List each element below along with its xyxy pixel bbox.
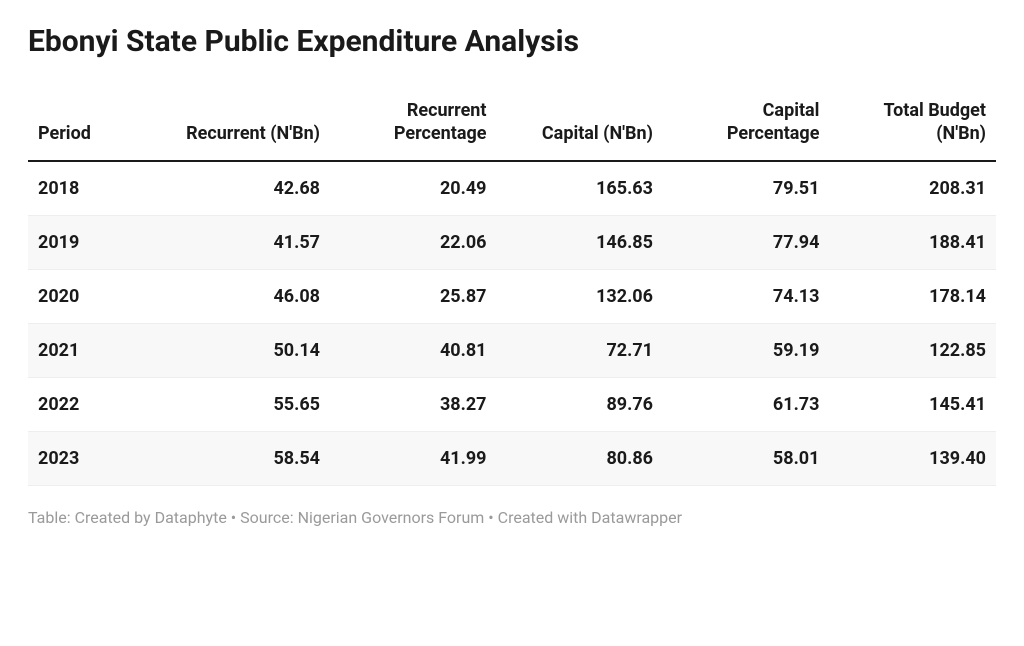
table-row: 2020 46.08 25.87 132.06 74.13 178.14 — [28, 269, 996, 323]
col-header-recurrent: Recurrent (N'Bn) — [164, 87, 330, 161]
cell-period: 2019 — [28, 215, 164, 269]
cell-period: 2018 — [28, 161, 164, 216]
cell-total: 122.85 — [829, 323, 996, 377]
cell-capital-pct: 58.01 — [663, 431, 829, 485]
cell-capital: 132.06 — [496, 269, 662, 323]
cell-period: 2022 — [28, 377, 164, 431]
table-row: 2018 42.68 20.49 165.63 79.51 208.31 — [28, 161, 996, 216]
table-row: 2021 50.14 40.81 72.71 59.19 122.85 — [28, 323, 996, 377]
cell-recurrent: 41.57 — [164, 215, 330, 269]
col-header-capital-pct: Capital Percentage — [663, 87, 829, 161]
col-header-capital: Capital (N'Bn) — [496, 87, 662, 161]
cell-total: 178.14 — [829, 269, 996, 323]
page-title: Ebonyi State Public Expenditure Analysis — [28, 24, 996, 59]
cell-capital-pct: 74.13 — [663, 269, 829, 323]
cell-capital-pct: 77.94 — [663, 215, 829, 269]
cell-capital: 72.71 — [496, 323, 662, 377]
cell-recurrent: 50.14 — [164, 323, 330, 377]
cell-period: 2020 — [28, 269, 164, 323]
cell-total: 208.31 — [829, 161, 996, 216]
cell-total: 145.41 — [829, 377, 996, 431]
cell-recurrent-pct: 41.99 — [330, 431, 496, 485]
cell-capital: 165.63 — [496, 161, 662, 216]
cell-recurrent-pct: 25.87 — [330, 269, 496, 323]
cell-recurrent-pct: 40.81 — [330, 323, 496, 377]
cell-capital-pct: 59.19 — [663, 323, 829, 377]
cell-capital: 89.76 — [496, 377, 662, 431]
cell-capital-pct: 79.51 — [663, 161, 829, 216]
cell-total: 139.40 — [829, 431, 996, 485]
cell-recurrent-pct: 20.49 — [330, 161, 496, 216]
cell-recurrent: 58.54 — [164, 431, 330, 485]
table-row: 2022 55.65 38.27 89.76 61.73 145.41 — [28, 377, 996, 431]
cell-recurrent: 55.65 — [164, 377, 330, 431]
cell-capital: 80.86 — [496, 431, 662, 485]
cell-capital: 146.85 — [496, 215, 662, 269]
cell-recurrent-pct: 38.27 — [330, 377, 496, 431]
col-header-total: Total Budget (N'Bn) — [829, 87, 996, 161]
cell-period: 2021 — [28, 323, 164, 377]
cell-recurrent: 42.68 — [164, 161, 330, 216]
cell-total: 188.41 — [829, 215, 996, 269]
cell-capital-pct: 61.73 — [663, 377, 829, 431]
table-header-row: Period Recurrent (N'Bn) Recurrent Percen… — [28, 87, 996, 161]
table-row: 2023 58.54 41.99 80.86 58.01 139.40 — [28, 431, 996, 485]
col-header-period: Period — [28, 87, 164, 161]
cell-period: 2023 — [28, 431, 164, 485]
footer-attribution: Table: Created by Dataphyte • Source: Ni… — [28, 508, 996, 527]
cell-recurrent: 46.08 — [164, 269, 330, 323]
cell-recurrent-pct: 22.06 — [330, 215, 496, 269]
table-row: 2019 41.57 22.06 146.85 77.94 188.41 — [28, 215, 996, 269]
col-header-recurrent-pct: Recurrent Percentage — [330, 87, 496, 161]
expenditure-table: Period Recurrent (N'Bn) Recurrent Percen… — [28, 87, 996, 486]
